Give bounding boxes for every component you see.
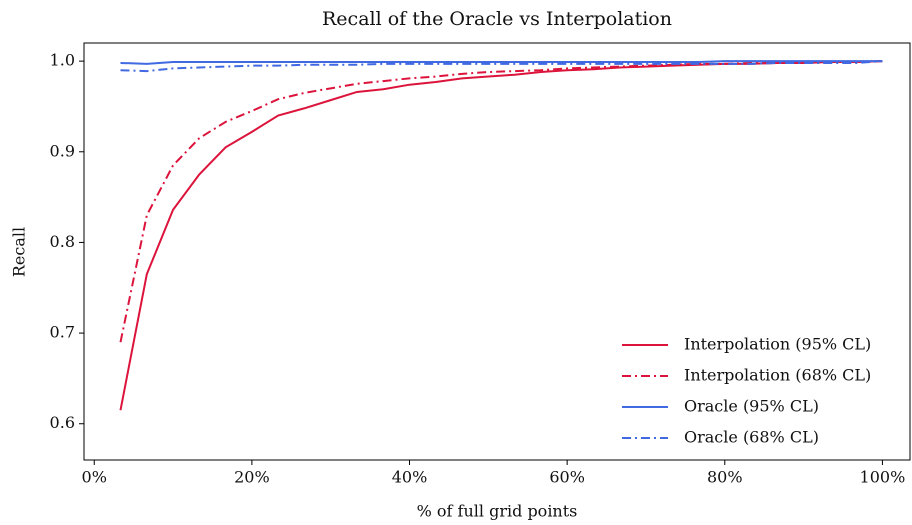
x-axis-label: % of full grid points xyxy=(417,502,578,521)
y-tick-label: 0.6 xyxy=(50,413,75,432)
y-tick-label: 1.0 xyxy=(50,51,75,70)
y-axis-label: Recall xyxy=(10,227,29,277)
legend-label: Oracle (68% CL) xyxy=(684,428,819,447)
x-tick-label: 60% xyxy=(549,468,585,487)
x-tick-label: 40% xyxy=(392,468,428,487)
series-line xyxy=(120,60,883,73)
x-tick-label: 80% xyxy=(707,468,743,487)
legend-label: Interpolation (68% CL) xyxy=(684,366,871,385)
x-tick-label: 0% xyxy=(82,468,107,487)
chart-title: Recall of the Oracle vs Interpolation xyxy=(322,8,672,30)
x-tick-label: 100% xyxy=(860,468,906,487)
x-tick-label: 20% xyxy=(234,468,270,487)
y-tick-label: 0.7 xyxy=(50,323,75,342)
series-line xyxy=(120,60,883,65)
series-line xyxy=(119,60,883,343)
plot-frame xyxy=(83,42,911,461)
legend-label: Oracle (95% CL) xyxy=(684,397,819,416)
y-tick-label: 0.9 xyxy=(50,141,75,160)
series-line xyxy=(119,60,883,411)
y-tick-label: 0.8 xyxy=(50,232,75,251)
legend-label: Interpolation (95% CL) xyxy=(684,335,871,354)
